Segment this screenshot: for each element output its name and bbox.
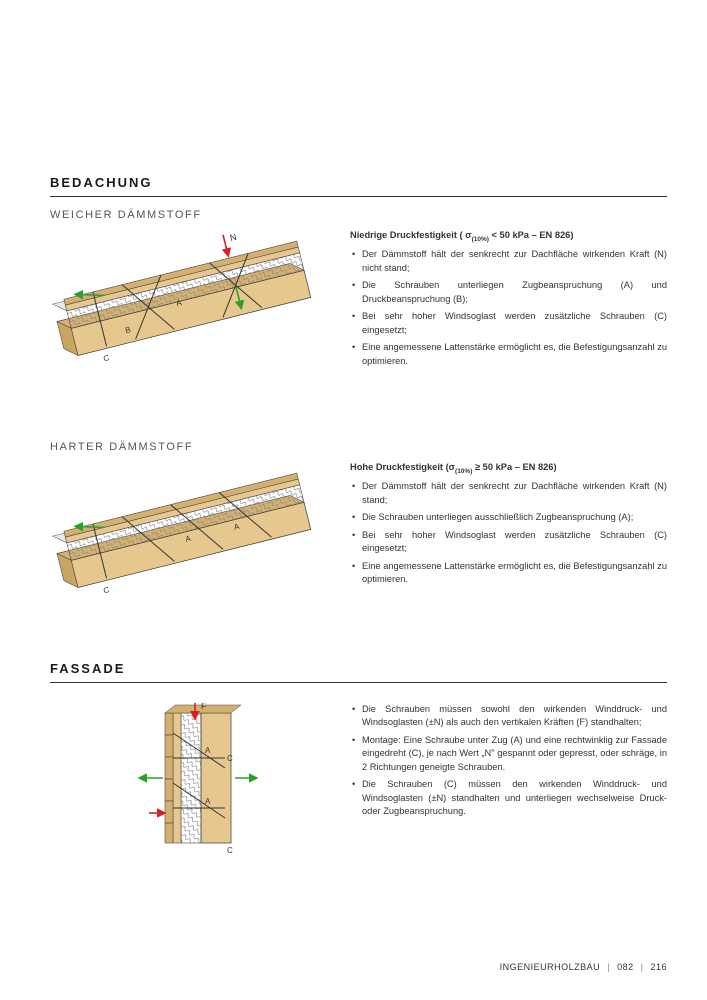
text-fassade: Die Schrauben müssen sowohl den wirkende… (350, 703, 667, 863)
svg-text:F: F (201, 703, 207, 711)
section-harter: A A C Hohe Druckfestigkeit (σ(10%) ≥ 50 … (50, 461, 667, 611)
footer-sep: | (603, 962, 614, 972)
lead-harter: Hohe Druckfestigkeit (σ(10%) ≥ 50 kPa – … (350, 461, 667, 476)
page-footer: INGENIEURHOLZBAU | 082 | 216 (500, 962, 667, 972)
text-weicher: Niedrige Druckfestigkeit ( σ(10%) < 50 k… (350, 229, 667, 379)
bullet: Bei sehr hoher Windsoglast werden zusätz… (362, 310, 667, 337)
svg-text:A: A (205, 797, 211, 806)
figure-fassade: A A C C F (50, 703, 330, 863)
subheading-harter: HARTER DÄMMSTOFF (50, 441, 667, 453)
text-harter: Hohe Druckfestigkeit (σ(10%) ≥ 50 kPa – … (350, 461, 667, 611)
bullet: Der Dämmstoff hält der senkrecht zur Dac… (362, 480, 667, 507)
svg-text:A: A (205, 746, 211, 755)
heading-bedachung: BEDACHUNG (50, 175, 667, 190)
svg-text:C: C (227, 846, 233, 855)
bullets-fassade: Die Schrauben müssen sowohl den wirkende… (350, 703, 667, 819)
section-fassade: A A C C F Die Schrauben müssen sowohl de… (50, 703, 667, 863)
lead-weicher: Niedrige Druckfestigkeit ( σ(10%) < 50 k… (350, 229, 667, 244)
bullet: Bei sehr hoher Windsoglast werden zusätz… (362, 529, 667, 556)
bullet: Eine angemessene Lattenstärke ermöglicht… (362, 341, 667, 368)
footer-sep: | (637, 962, 648, 972)
footer-page: 216 (650, 962, 667, 972)
bullet: Die Schrauben unterliegen Zugbeanspruchu… (362, 279, 667, 306)
svg-text:N: N (229, 232, 238, 243)
svg-text:C: C (102, 353, 110, 363)
bullet: Die Schrauben müssen sowohl den wirkende… (362, 703, 667, 730)
bullets-harter: Der Dämmstoff hält der senkrecht zur Dac… (350, 480, 667, 586)
bullet: Der Dämmstoff hält der senkrecht zur Dac… (362, 248, 667, 275)
heading-fassade: FASSADE (50, 661, 667, 676)
bullet: Montage: Eine Schraube unter Zug (A) und… (362, 734, 667, 774)
bullet: Die Schrauben unterliegen ausschließlich… (362, 511, 667, 524)
subheading-weicher: WEICHER DÄMMSTOFF (50, 209, 667, 221)
figure-harter: A A C (50, 461, 330, 611)
section-weicher: A B C N Niedrige Druckfestigkeit ( σ(10%… (50, 229, 667, 379)
bullet: Die Schrauben (C) müssen den wirkenden W… (362, 778, 667, 818)
footer-title: INGENIEURHOLZBAU (500, 962, 601, 972)
bullet: Eine angemessene Lattenstärke ermöglicht… (362, 560, 667, 587)
bullets-weicher: Der Dämmstoff hält der senkrecht zur Dac… (350, 248, 667, 368)
rule (50, 196, 667, 197)
figure-weicher: A B C N (50, 229, 330, 379)
svg-text:C: C (102, 585, 110, 595)
svg-text:C: C (227, 754, 233, 763)
footer-code: 082 (617, 962, 634, 972)
